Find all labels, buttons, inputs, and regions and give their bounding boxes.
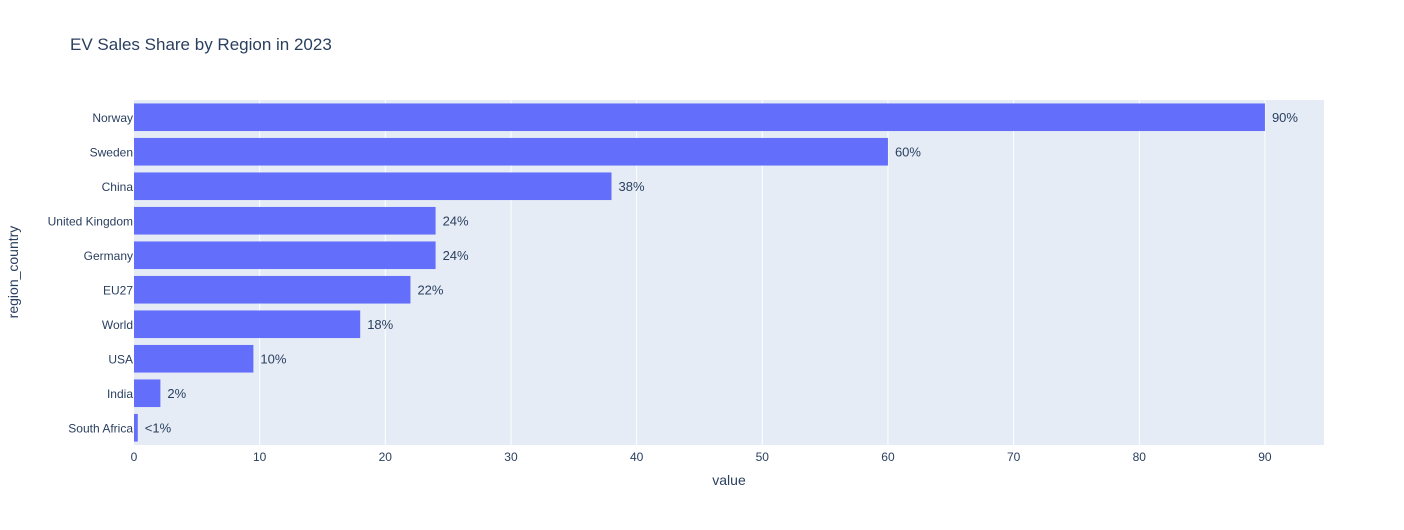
x-tick-label: 30 [504,450,518,464]
x-tick-label: 50 [756,450,770,464]
y-tick-label: EU27 [103,283,133,297]
y-tick-label: China [102,180,134,194]
y-axis-title: region_country [5,226,21,319]
bar [134,206,436,235]
bar-data-label: 18% [367,317,393,332]
data-labels: 90% 60% 38% 24% 24% 22% 18% 10% 2% <1% [145,110,1299,436]
x-tick-label: 40 [630,450,644,464]
bar [134,275,411,304]
x-tick-label: 0 [131,450,138,464]
y-tick-label: South Africa [68,421,133,435]
y-tick-label: Norway [92,111,133,125]
y-axis-ticks: Norway Sweden China United Kingdom Germany EU… [48,111,134,436]
x-tick-label: 70 [1007,450,1021,464]
bar-data-label: <1% [145,420,172,435]
bar-data-label: 22% [417,282,443,297]
bar-data-label: 90% [1272,110,1298,125]
bar [134,344,254,373]
y-tick-label: India [107,387,133,401]
bar-data-label: 10% [260,351,286,366]
x-axis-title: value [712,472,746,488]
bar [134,103,1265,132]
bar-data-label: 38% [619,179,645,194]
y-tick-label: USA [108,352,133,366]
y-tick-label: United Kingdom [48,214,133,228]
bar [134,379,161,408]
bar [134,137,888,166]
bar [134,172,612,201]
bar-data-label: 24% [443,213,469,228]
x-axis-ticks: 0 10 20 30 40 50 60 70 80 90 [131,450,1272,464]
bar-data-label: 24% [443,248,469,263]
bars [134,103,1265,442]
x-tick-label: 20 [379,450,393,464]
bar [134,413,138,442]
chart-title: EV Sales Share by Region in 2023 [70,35,332,54]
y-tick-label: Sweden [90,145,133,159]
x-tick-label: 90 [1258,450,1272,464]
x-tick-label: 80 [1133,450,1147,464]
bar [134,310,361,339]
y-tick-label: World [102,318,133,332]
bar-data-label: 2% [167,386,186,401]
x-tick-label: 10 [253,450,267,464]
x-tick-label: 60 [881,450,895,464]
y-tick-label: Germany [84,249,133,263]
bar-data-label: 60% [895,144,921,159]
bar [134,241,436,270]
